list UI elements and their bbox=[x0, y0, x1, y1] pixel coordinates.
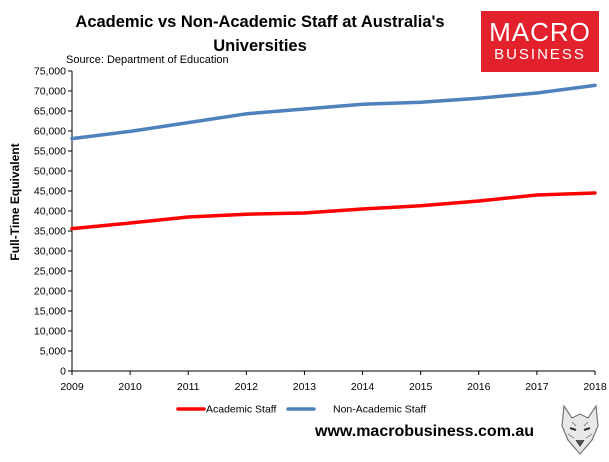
chart-title: Academic vs Non-Academic Staff at Austra… bbox=[75, 13, 445, 55]
y-tick-label: 40,000 bbox=[34, 206, 66, 218]
y-tick-label: 55,000 bbox=[34, 146, 66, 158]
logo-line-1: MACRO bbox=[489, 17, 591, 47]
chart-legend: Academic Staff Non-Academic Staff bbox=[176, 404, 426, 416]
data-point bbox=[186, 215, 190, 219]
x-tick-label: 2013 bbox=[293, 381, 317, 393]
y-tick-label: 45,000 bbox=[34, 186, 66, 198]
data-point bbox=[593, 83, 597, 87]
data-point bbox=[419, 100, 423, 104]
data-point bbox=[244, 212, 248, 216]
data-point bbox=[477, 199, 481, 203]
data-point bbox=[302, 107, 306, 111]
data-point bbox=[535, 193, 539, 197]
data-point bbox=[128, 221, 132, 225]
logo-line-2: BUSINESS bbox=[494, 46, 586, 63]
data-point bbox=[593, 191, 597, 195]
x-tick-label: 2012 bbox=[235, 381, 259, 393]
y-tick-label: 50,000 bbox=[34, 166, 66, 178]
x-tick-label: 2015 bbox=[409, 381, 433, 393]
y-axis-label: Full-Time Equivalent bbox=[8, 143, 22, 260]
x-tick-label: 2017 bbox=[525, 381, 549, 393]
y-tick-label: 25,000 bbox=[34, 266, 66, 278]
x-axis-ticks: 2009 2010 2011 2012 2013 2014 2015 2016 2017 2018 bbox=[60, 371, 607, 393]
y-tick-label: 35,000 bbox=[34, 226, 66, 238]
website-url: www.macrobusiness.com.au bbox=[315, 423, 535, 440]
chart-source: Source: Department of Education bbox=[66, 54, 229, 66]
legend-label: Academic Staff bbox=[206, 404, 277, 416]
x-tick-label: 2016 bbox=[467, 381, 491, 393]
x-tick-label: 2014 bbox=[351, 381, 375, 393]
data-point bbox=[70, 137, 74, 141]
series-line-1 bbox=[70, 83, 597, 141]
wolf-icon bbox=[561, 404, 599, 455]
y-tick-label: 30,000 bbox=[34, 246, 66, 258]
y-tick-label: 20,000 bbox=[34, 286, 66, 298]
chart-axes bbox=[71, 71, 595, 372]
y-tick-label: 60,000 bbox=[34, 126, 66, 138]
y-tick-label: 75,000 bbox=[34, 66, 66, 78]
data-point bbox=[128, 129, 132, 133]
data-point bbox=[244, 112, 248, 116]
y-tick-label: 65,000 bbox=[34, 106, 66, 118]
data-point bbox=[419, 204, 423, 208]
y-tick-label: 15,000 bbox=[34, 306, 66, 318]
y-tick-label: 10,000 bbox=[34, 326, 66, 338]
series-line-0 bbox=[70, 191, 597, 231]
x-tick-label: 2018 bbox=[583, 381, 607, 393]
x-tick-label: 2009 bbox=[60, 381, 84, 393]
y-tick-label: 70,000 bbox=[34, 86, 66, 98]
macrobusiness-logo: MACRO BUSINESS bbox=[481, 11, 599, 72]
data-point bbox=[302, 211, 306, 215]
x-tick-label: 2011 bbox=[177, 381, 200, 393]
data-point bbox=[361, 207, 365, 211]
legend-label: Non-Academic Staff bbox=[333, 404, 426, 416]
data-point bbox=[186, 121, 190, 125]
data-point bbox=[361, 102, 365, 106]
y-axis-ticks: 0 5,000 10,000 15,000 20,000 25,000 30,000 35,0… bbox=[34, 66, 72, 378]
x-tick-label: 2010 bbox=[118, 381, 142, 393]
y-tick-label: 5,000 bbox=[40, 346, 66, 358]
data-point bbox=[535, 91, 539, 95]
data-point bbox=[70, 227, 74, 231]
chart-series bbox=[70, 83, 597, 231]
y-tick-label: 0 bbox=[60, 366, 66, 378]
data-point bbox=[477, 96, 481, 100]
